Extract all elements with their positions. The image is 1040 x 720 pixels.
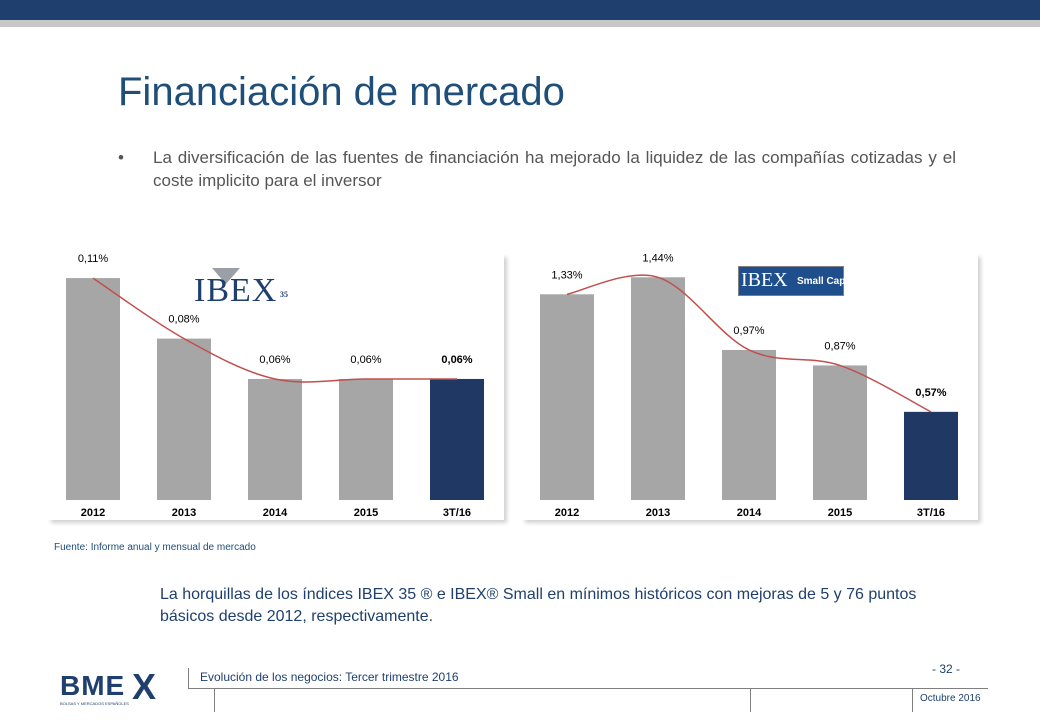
conclusion-text: La horquillas de los índices IBEX 35 ® e… [160, 586, 917, 625]
data-label: 0,97% [733, 325, 764, 337]
data-label: 0,08% [168, 314, 199, 326]
ibex-small-cap-logo-subtitle: Small Cap [797, 276, 846, 287]
ibex35-logo-triangle [212, 268, 240, 284]
category-label: 2014 [737, 507, 762, 519]
category-label: 2012 [555, 507, 579, 519]
data-label: 0,57% [915, 387, 946, 399]
category-label: 2012 [81, 507, 105, 519]
bullet-marker: • [118, 148, 124, 167]
top-bar-accent [0, 20, 1040, 27]
bar-2014 [722, 349, 776, 500]
bar-3t16 [904, 411, 958, 500]
bullet-text: La diversificación de las fuentes de fin… [153, 148, 956, 190]
bar-2015 [339, 378, 393, 500]
ibex35-logo-superscript: 35 [280, 290, 288, 299]
category-label: 2014 [263, 507, 288, 519]
data-label: 0,06% [441, 354, 472, 366]
top-bar [0, 0, 1040, 20]
footer-divider [750, 688, 751, 712]
category-label: 2013 [172, 507, 196, 519]
footer-date: Octubre 2016 [920, 693, 981, 704]
page-title: Financiación de mercado [118, 70, 565, 114]
footer-rule [188, 688, 988, 689]
footer-divider [214, 688, 215, 712]
trend-line [92, 277, 457, 383]
bar-3t16 [430, 378, 484, 500]
footer-divider [188, 668, 189, 688]
ibex-small-cap-chart: 1,33% 2012 1,44% 2013 0,97% 2014 0,87% 2015 0,57… [522, 254, 978, 520]
bar-2012 [540, 294, 594, 500]
ibex35-chart: 0,11% 2012 0,08% 2013 0,06% 2014 0,06% 2015 0,06… [48, 254, 504, 520]
bme-logo-x: X [132, 666, 157, 707]
category-label: 2013 [646, 507, 670, 519]
data-label: 0,06% [350, 354, 381, 366]
data-label: 1,44% [642, 254, 673, 264]
ibex-small-cap-logo: IBEX Small Cap [738, 266, 846, 296]
data-label: 0,87% [824, 340, 855, 352]
ibex35-logo: IBEX 35 [194, 268, 290, 309]
category-label: 3T/16 [443, 507, 471, 519]
data-label: 0,11% [78, 254, 109, 265]
bar-2013 [157, 338, 211, 500]
bme-logo: BME X BOLSAS Y MERCADOS ESPAÑOLES [60, 666, 170, 710]
ibex-small-cap-logo-text: IBEX [741, 269, 788, 291]
trend-line [566, 274, 932, 413]
footer-divider [912, 688, 913, 712]
bar-2014 [248, 378, 302, 500]
bar-2015 [813, 365, 867, 500]
footer-title: Evolución de los negocios: Tercer trimes… [200, 670, 459, 684]
category-label: 2015 [354, 507, 378, 519]
ibex35-chart-svg: 0,11% 2012 0,08% 2013 0,06% 2014 0,06% 2015 0,06… [66, 254, 484, 519]
data-label: 1,33% [551, 269, 582, 281]
ibex35-logo-text: IBEX [194, 272, 278, 309]
source-note: Fuente: Informe anual y mensual de merca… [54, 542, 256, 553]
bar-2012 [66, 278, 120, 500]
ibex-small-cap-chart-svg: 1,33% 2012 1,44% 2013 0,97% 2014 0,87% 2015 0,57… [540, 254, 958, 519]
bar-2013 [631, 277, 685, 500]
bme-logo-subtitle: BOLSAS Y MERCADOS ESPAÑOLES [60, 701, 129, 706]
category-label: 3T/16 [917, 507, 945, 519]
bme-logo-text: BME [60, 670, 126, 701]
page-number: - 32 - [932, 662, 961, 676]
category-label: 2015 [828, 507, 852, 519]
data-label: 0,06% [259, 354, 290, 366]
